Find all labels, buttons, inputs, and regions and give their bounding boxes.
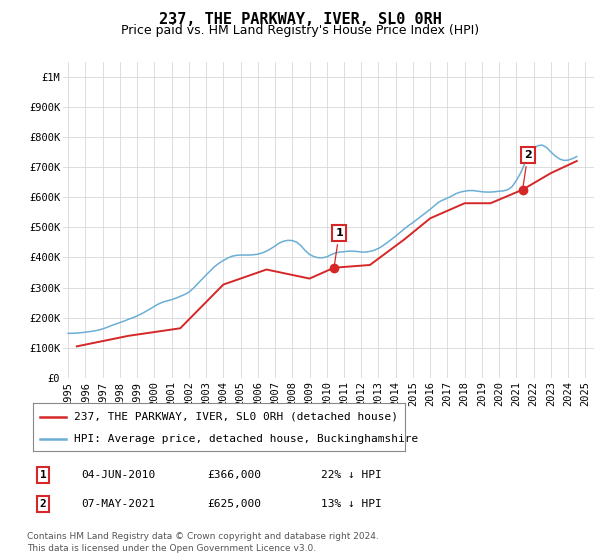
Text: £625,000: £625,000: [207, 499, 261, 509]
Text: 1: 1: [334, 228, 343, 265]
Text: 04-JUN-2010: 04-JUN-2010: [81, 470, 155, 480]
Text: 2: 2: [40, 499, 47, 509]
Text: HPI: Average price, detached house, Buckinghamshire: HPI: Average price, detached house, Buck…: [74, 434, 418, 444]
Text: Contains HM Land Registry data © Crown copyright and database right 2024.
This d: Contains HM Land Registry data © Crown c…: [27, 533, 379, 553]
Text: 1: 1: [40, 470, 47, 480]
Text: £366,000: £366,000: [207, 470, 261, 480]
Text: 22% ↓ HPI: 22% ↓ HPI: [321, 470, 382, 480]
Text: 237, THE PARKWAY, IVER, SL0 0RH: 237, THE PARKWAY, IVER, SL0 0RH: [158, 12, 442, 27]
Text: 07-MAY-2021: 07-MAY-2021: [81, 499, 155, 509]
Text: 13% ↓ HPI: 13% ↓ HPI: [321, 499, 382, 509]
Text: Price paid vs. HM Land Registry's House Price Index (HPI): Price paid vs. HM Land Registry's House …: [121, 24, 479, 37]
Text: 2: 2: [523, 150, 532, 187]
Text: 237, THE PARKWAY, IVER, SL0 0RH (detached house): 237, THE PARKWAY, IVER, SL0 0RH (detache…: [74, 412, 398, 422]
